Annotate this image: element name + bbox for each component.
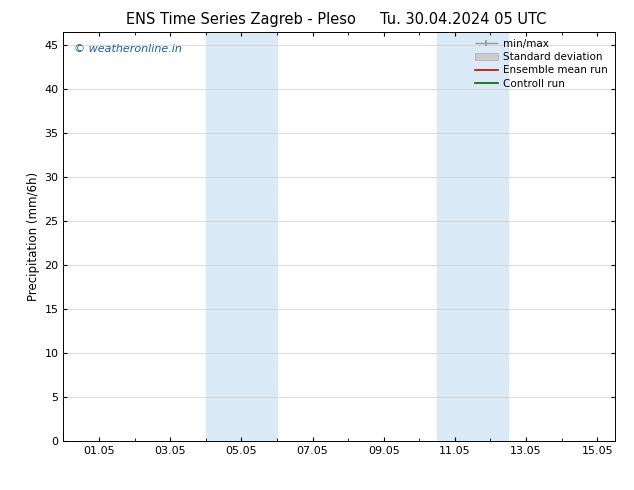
Bar <box>437 32 508 441</box>
Text: Tu. 30.04.2024 05 UTC: Tu. 30.04.2024 05 UTC <box>380 12 546 27</box>
Bar <box>206 32 277 441</box>
Text: © weatheronline.in: © weatheronline.in <box>74 44 183 54</box>
Y-axis label: Precipitation (mm/6h): Precipitation (mm/6h) <box>27 172 40 301</box>
Text: ENS Time Series Zagreb - Pleso: ENS Time Series Zagreb - Pleso <box>126 12 356 27</box>
Legend: min/max, Standard deviation, Ensemble mean run, Controll run: min/max, Standard deviation, Ensemble me… <box>470 35 612 93</box>
